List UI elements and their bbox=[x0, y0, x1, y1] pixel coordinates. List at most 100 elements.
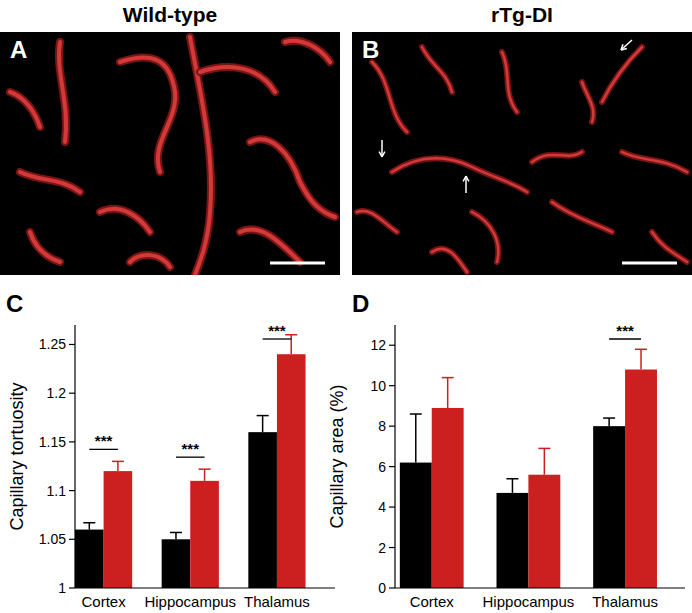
capillary bbox=[200, 67, 275, 92]
capillary-inner bbox=[240, 229, 300, 262]
category-label: Cortex bbox=[410, 593, 455, 610]
capillary bbox=[432, 249, 467, 272]
error-bar bbox=[635, 349, 647, 369]
capillary-outer bbox=[622, 152, 687, 172]
capillary-inner bbox=[20, 172, 80, 192]
tick bbox=[69, 587, 75, 588]
tick bbox=[69, 441, 75, 442]
capillary-inner bbox=[30, 232, 60, 262]
axis-label: Capillary tortuosity bbox=[7, 382, 27, 530]
capillary bbox=[100, 209, 150, 232]
capillary-outer bbox=[130, 255, 170, 267]
capillary-inner bbox=[100, 209, 150, 232]
tick-label: 12 bbox=[370, 337, 386, 353]
error-stem bbox=[262, 416, 264, 433]
capillary-outer bbox=[357, 211, 397, 232]
tick-label: 2 bbox=[378, 540, 386, 556]
error-stem bbox=[447, 378, 449, 408]
capillary-outer bbox=[200, 67, 275, 92]
panel-letter: A bbox=[10, 36, 27, 63]
error-bar bbox=[199, 469, 211, 481]
significance-label: *** bbox=[95, 432, 113, 449]
scale-bar bbox=[270, 262, 325, 265]
capillary-outer bbox=[100, 209, 150, 232]
error-cap bbox=[442, 377, 454, 379]
tick-label: 10 bbox=[370, 378, 386, 394]
bar bbox=[162, 539, 191, 588]
capillary bbox=[120, 57, 175, 172]
error-bar bbox=[603, 418, 615, 426]
tick bbox=[389, 587, 395, 588]
capillary-outer bbox=[552, 202, 612, 232]
tick-label: 6 bbox=[378, 459, 386, 475]
capillary-inner bbox=[652, 232, 687, 262]
capillary-inner bbox=[552, 202, 612, 232]
scale-bar bbox=[622, 262, 677, 265]
capillary-outer bbox=[120, 57, 175, 172]
error-stem bbox=[544, 448, 546, 474]
error-cap bbox=[170, 532, 182, 534]
capillary-outer bbox=[502, 52, 517, 112]
error-stem bbox=[290, 335, 292, 354]
bar bbox=[248, 432, 277, 588]
bar bbox=[400, 463, 432, 588]
capillary-inner bbox=[532, 152, 582, 162]
bar bbox=[497, 493, 529, 588]
bar bbox=[593, 426, 625, 588]
bar bbox=[432, 408, 464, 588]
bar bbox=[190, 481, 219, 588]
capillary bbox=[357, 211, 397, 232]
capillary-outer bbox=[392, 158, 527, 192]
error-stem bbox=[640, 349, 642, 369]
arrow-head bbox=[379, 152, 385, 157]
tick bbox=[389, 385, 395, 386]
capillary-inner bbox=[422, 47, 452, 92]
capillary bbox=[30, 232, 60, 262]
capillary-inner bbox=[357, 211, 397, 232]
error-stem bbox=[204, 469, 206, 481]
error-bar bbox=[442, 378, 454, 408]
error-bar bbox=[257, 416, 269, 433]
error-bar bbox=[410, 414, 422, 463]
capillary-inner bbox=[392, 158, 527, 192]
category-label: Thalamus bbox=[592, 593, 658, 610]
arrow bbox=[465, 176, 467, 193]
error-stem bbox=[117, 461, 119, 471]
capillary bbox=[372, 62, 407, 132]
error-stem bbox=[608, 418, 610, 426]
tick bbox=[69, 490, 75, 491]
error-bar bbox=[285, 335, 297, 354]
error-stem bbox=[512, 479, 514, 493]
capillary bbox=[392, 158, 527, 192]
figure: Wild-typeArTg-DIBCCapillary tortuosity11… bbox=[0, 0, 692, 613]
error-bar bbox=[83, 523, 95, 530]
capillary-inner bbox=[502, 52, 517, 112]
capillary-outer bbox=[240, 229, 300, 262]
micrograph bbox=[352, 32, 692, 275]
category-label: Thalamus bbox=[244, 593, 310, 610]
error-cap bbox=[83, 522, 95, 524]
error-stem bbox=[89, 523, 91, 530]
panel-letter: D bbox=[352, 290, 369, 317]
tick-label: 8 bbox=[378, 418, 386, 434]
error-cap bbox=[285, 334, 297, 336]
capillary bbox=[130, 255, 170, 267]
tick-label: 1.05 bbox=[39, 531, 66, 547]
arrow-head bbox=[621, 44, 627, 50]
error-cap bbox=[635, 349, 647, 351]
capillary bbox=[532, 152, 582, 162]
panel-title: rTg-DI bbox=[491, 3, 553, 26]
error-bar bbox=[170, 532, 182, 539]
plot-area bbox=[400, 349, 657, 588]
capillary-inner bbox=[622, 152, 687, 172]
panel-title: Wild-type bbox=[123, 3, 217, 26]
capillary-inner bbox=[432, 249, 467, 272]
capillary-outer bbox=[59, 42, 66, 142]
error-cap bbox=[257, 415, 269, 417]
capillary-outer bbox=[532, 152, 582, 162]
capillary bbox=[285, 41, 330, 62]
tick-label: 4 bbox=[378, 499, 386, 515]
panel-letter: B bbox=[362, 36, 379, 63]
capillary-inner bbox=[200, 67, 275, 92]
bar bbox=[104, 471, 133, 588]
